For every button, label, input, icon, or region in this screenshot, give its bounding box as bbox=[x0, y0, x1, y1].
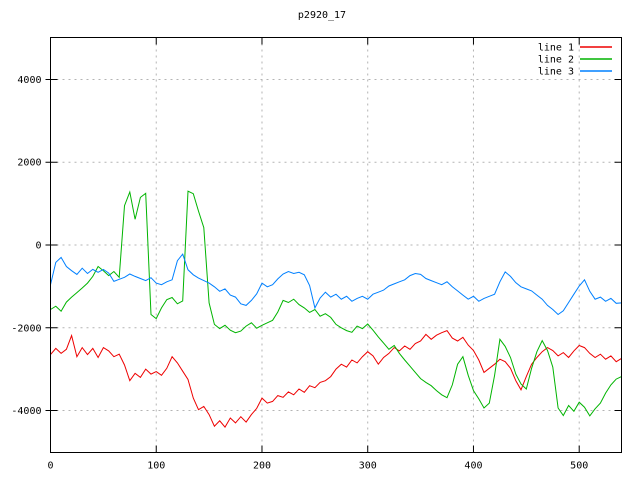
x-tick-label: 300 bbox=[359, 461, 377, 472]
axis-layer: 0 100 200 300 400 500 -4000 -2000 0 2000 4000 bbox=[11, 37, 622, 472]
legend-label: line 1 bbox=[538, 43, 574, 54]
legend-label: line 3 bbox=[538, 67, 574, 78]
grid-layer bbox=[50, 37, 622, 453]
x-tick-label: 0 bbox=[47, 461, 53, 472]
y-tick-label: 4000 bbox=[17, 75, 41, 86]
x-tick-label: 200 bbox=[253, 461, 271, 472]
y-tick-label: -2000 bbox=[11, 323, 41, 334]
series-line-1 bbox=[50, 329, 622, 428]
x-tick-label: 100 bbox=[147, 461, 165, 472]
y-tick-label: 2000 bbox=[17, 158, 41, 169]
series-line-2 bbox=[50, 190, 622, 417]
x-tick-label: 500 bbox=[570, 461, 588, 472]
chart-title: p2920_17 bbox=[298, 10, 346, 21]
y-tick-label: 0 bbox=[35, 241, 41, 252]
plot-border bbox=[50, 37, 622, 453]
series-layer bbox=[50, 190, 622, 428]
series-line-3 bbox=[50, 253, 622, 316]
y-tick-label: -4000 bbox=[11, 406, 41, 417]
legend-label: line 2 bbox=[538, 55, 574, 66]
x-tick-label: 400 bbox=[464, 461, 482, 472]
